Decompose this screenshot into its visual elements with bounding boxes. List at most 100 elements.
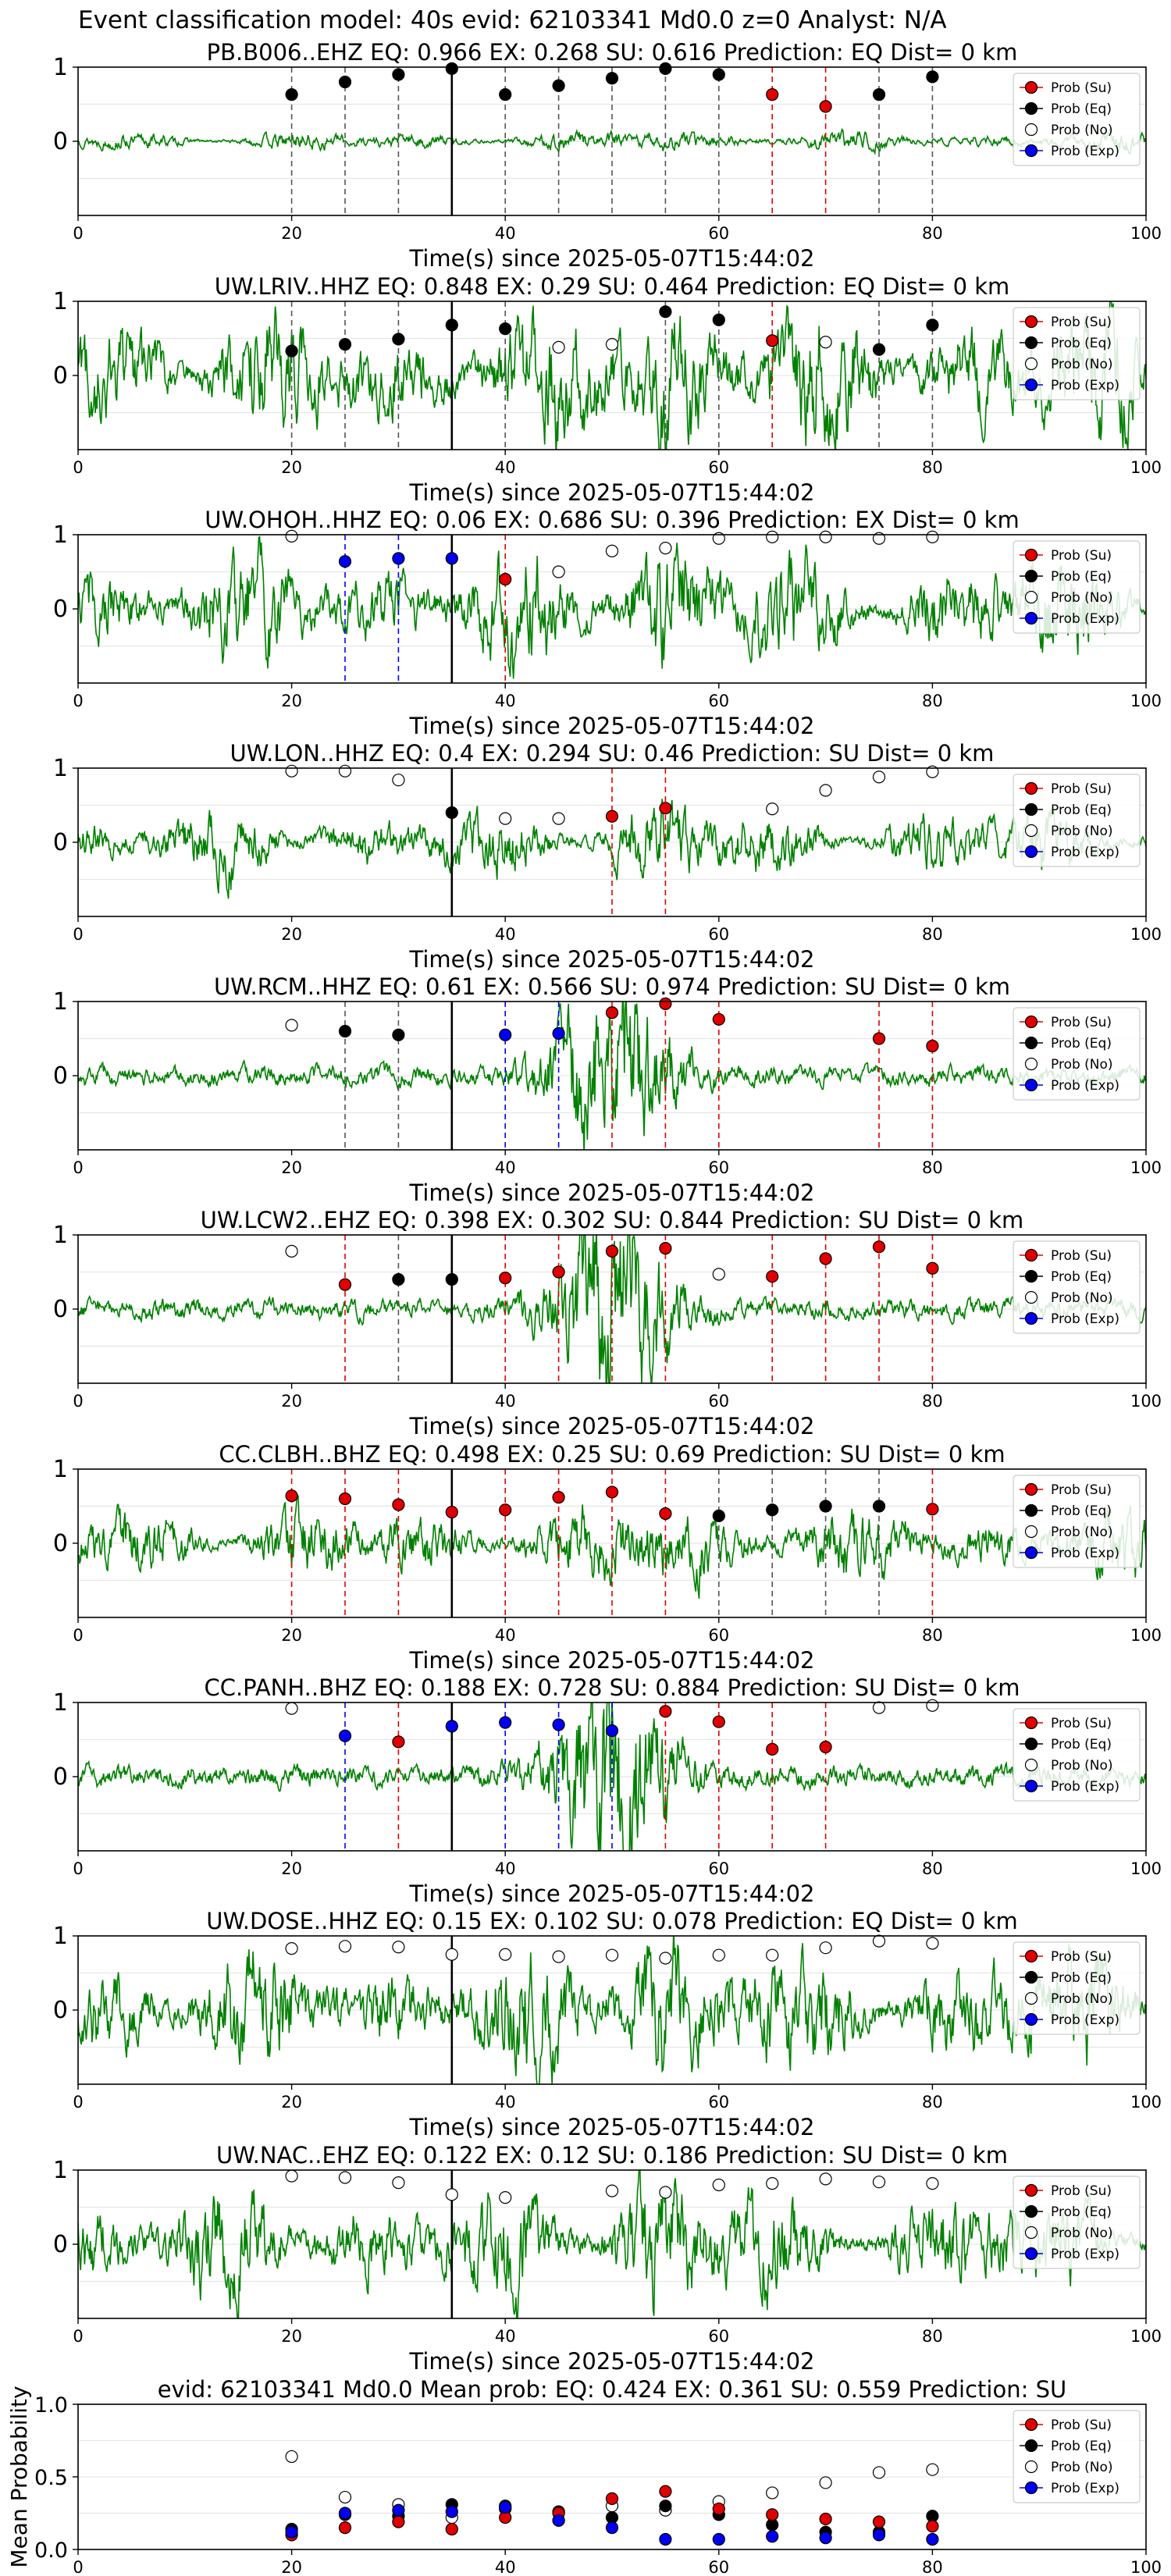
legend-marker-no xyxy=(1024,1758,1038,1772)
prob-marker-su xyxy=(605,1006,619,1019)
legend-marker-no xyxy=(1024,1991,1038,2005)
legend-marker-su xyxy=(1024,1949,1038,1963)
legend-marker-su xyxy=(1024,2418,1038,2432)
x-tick-label: 60 xyxy=(708,1392,729,1411)
y-tick-label: 0.0 xyxy=(34,2539,68,2563)
legend: Prob (Su) Prob (Eq) Prob (No) Prob (Exp) xyxy=(1013,2410,1141,2503)
x-tick-label: 40 xyxy=(495,1158,516,1177)
legend-marker-su xyxy=(1024,315,1038,329)
prob-marker-no xyxy=(605,338,619,351)
legend-marker-exp xyxy=(1024,1779,1038,1793)
mean-marker-exp xyxy=(392,2503,405,2517)
x-tick-label: 0 xyxy=(73,1859,83,1878)
prob-marker-no xyxy=(766,1948,779,1962)
y-tick-label: 1 xyxy=(53,1222,68,1249)
legend-marker-no xyxy=(1024,1057,1038,1071)
x-tick-label: 20 xyxy=(281,2093,302,2112)
y-tick-label: 0.5 xyxy=(34,2466,68,2490)
panel-9: 0 20 40 60 80 100 0 1 UW.DOSE..HHZ EQ: 0.15 EX: … xyxy=(53,1908,1162,2140)
y-tick-label: 0 xyxy=(53,1530,68,1557)
prob-marker-su xyxy=(766,334,779,347)
x-tick-label: 100 xyxy=(1130,925,1162,944)
prob-marker-eq xyxy=(872,88,886,101)
prob-marker-su xyxy=(499,1503,512,1517)
prob-marker-su xyxy=(766,1742,779,1756)
legend-marker-su xyxy=(1024,80,1038,94)
prob-marker-no xyxy=(712,1948,725,1962)
legend-marker-eq xyxy=(1024,1970,1038,1984)
legend-label: Prob (No) xyxy=(1051,1758,1113,1774)
prob-marker-no xyxy=(766,2177,779,2190)
prob-marker-no xyxy=(605,2184,619,2197)
x-tick-label: 100 xyxy=(1130,692,1162,710)
prob-marker-su xyxy=(712,1715,725,1728)
y-tick-label: 1 xyxy=(53,288,68,315)
prob-marker-no xyxy=(499,1948,512,1961)
legend-label: Prob (Eq) xyxy=(1051,2439,1112,2454)
mean-marker-exp xyxy=(926,2532,939,2546)
prob-marker-no xyxy=(499,812,512,825)
x-tick-label: 0 xyxy=(73,1626,83,1645)
prob-marker-su xyxy=(712,1012,725,1026)
y-tick-label: 0 xyxy=(53,1296,68,1323)
panel-title: UW.NAC..EHZ EQ: 0.122 EX: 0.12 SU: 0.186… xyxy=(216,2142,1008,2169)
prob-marker-su xyxy=(819,1252,832,1265)
x-tick-label: 0 xyxy=(73,458,83,477)
legend-marker-no xyxy=(1024,1525,1038,1539)
panel-title: CC.PANH..BHZ EQ: 0.188 EX: 0.728 SU: 0.8… xyxy=(204,1674,1020,1701)
legend: Prob (Su) Prob (Eq) Prob (No) Prob (Exp) xyxy=(1013,774,1141,867)
panel-title: UW.LCW2..EHZ EQ: 0.398 EX: 0.302 SU: 0.8… xyxy=(201,1207,1024,1233)
legend: Prob (Su) Prob (Eq) Prob (No) Prob (Exp) xyxy=(1013,2176,1141,2269)
prob-marker-no xyxy=(338,1940,352,1953)
y-tick-label: 1.0 xyxy=(34,2393,68,2418)
panel-title: UW.RCM..HHZ EQ: 0.61 EX: 0.566 SU: 0.974… xyxy=(214,973,1010,1000)
mean-marker-exp xyxy=(712,2532,725,2546)
legend-marker-no xyxy=(1024,2226,1038,2240)
prob-marker-no xyxy=(445,2188,458,2201)
x-axis-label: Time(s) since 2025-05-07T15:44:02 xyxy=(409,1647,815,1674)
x-tick-label: 80 xyxy=(922,925,943,944)
x-tick-label: 60 xyxy=(708,224,729,243)
x-tick-label: 100 xyxy=(1130,458,1162,477)
prob-marker-no xyxy=(766,530,779,543)
prob-marker-no xyxy=(285,1942,298,1955)
page-title: Event classification model: 40s evid: 62… xyxy=(78,6,947,34)
legend-label: Prob (Su) xyxy=(1051,548,1112,564)
x-tick-label: 60 xyxy=(708,925,729,944)
prob-marker-eq xyxy=(605,72,619,85)
legend-label: Prob (Su) xyxy=(1051,1949,1112,1965)
x-tick-label: 20 xyxy=(281,458,302,477)
panel-6: 0 20 40 60 80 100 0 1 UW.LCW2..EHZ EQ: 0.398 EX:… xyxy=(53,1207,1162,1439)
prob-marker-su xyxy=(872,1032,886,1045)
legend-marker-exp xyxy=(1024,2012,1038,2026)
legend: Prob (Su) Prob (Eq) Prob (No) Prob (Exp) xyxy=(1013,1708,1141,1802)
legend-label: Prob (Eq) xyxy=(1051,336,1112,351)
y-tick-label: 1 xyxy=(53,755,68,782)
legend-label: Prob (Exp) xyxy=(1051,845,1119,860)
prob-marker-no xyxy=(392,774,405,787)
x-tick-label: 100 xyxy=(1130,2093,1162,2112)
legend-label: Prob (Exp) xyxy=(1051,1546,1119,1561)
legend-label: Prob (Su) xyxy=(1051,1248,1112,1264)
panel-title: UW.LRIV..HHZ EQ: 0.848 EX: 0.29 SU: 0.46… xyxy=(215,273,1010,300)
prob-marker-no xyxy=(819,336,832,349)
x-tick-label: 40 xyxy=(495,2327,516,2346)
x-tick-label: 100 xyxy=(1130,2327,1162,2346)
legend-label: Prob (No) xyxy=(1051,1290,1113,1306)
legend-label: Prob (No) xyxy=(1051,824,1113,839)
mean-marker-exp xyxy=(445,2505,458,2518)
mean-marker-no xyxy=(766,2486,779,2500)
x-tick-label: 60 xyxy=(708,1158,729,1177)
legend-marker-su xyxy=(1024,1482,1038,1496)
legend-label: Prob (No) xyxy=(1051,2226,1113,2241)
prob-marker-su xyxy=(285,1489,298,1503)
prob-marker-su xyxy=(605,1244,619,1258)
legend-label: Prob (Su) xyxy=(1051,315,1112,330)
x-tick-label: 80 xyxy=(922,1158,943,1177)
x-axis-label: Time(s) since 2025-05-07T15:44:02 xyxy=(409,946,815,973)
prob-marker-exp xyxy=(605,1724,619,1738)
x-tick-label: 60 xyxy=(708,1626,729,1645)
prob-marker-su xyxy=(338,1492,352,1506)
prob-marker-su xyxy=(659,1507,672,1521)
y-tick-label: 1 xyxy=(53,521,68,549)
